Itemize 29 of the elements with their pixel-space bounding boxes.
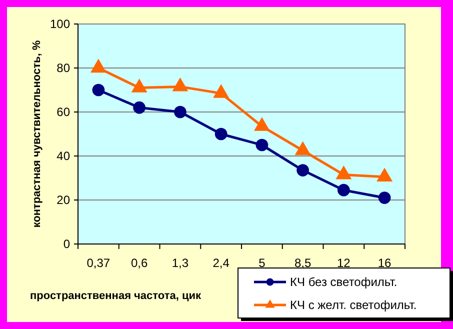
point <box>296 164 309 176</box>
x-tick-label: 2,4 <box>212 256 230 270</box>
point <box>378 192 391 204</box>
x-tick-label: 12 <box>337 256 351 270</box>
point <box>90 58 106 73</box>
y-tick-label: 0 <box>63 237 70 252</box>
point <box>213 84 230 98</box>
y-tick-label: 100 <box>50 17 70 32</box>
point <box>172 78 188 92</box>
x-tick-label: 16 <box>378 256 392 270</box>
point <box>338 184 350 196</box>
y-tick-label: 40 <box>56 149 70 164</box>
x-tick-label: 1,3 <box>172 256 189 270</box>
x-tick-label: 5 <box>258 256 266 270</box>
point <box>256 138 268 152</box>
point <box>131 78 148 92</box>
y-tick-label: 80 <box>56 61 70 76</box>
legend-label: КЧ с желт. светофильт. <box>290 298 417 312</box>
x-tick-label: 8,5 <box>294 256 312 270</box>
x-tick-label: 0,37 <box>86 256 110 270</box>
legend-label: КЧ без светофильт. <box>290 275 398 290</box>
x-tick-label: 0,6 <box>130 256 148 270</box>
point <box>294 141 311 156</box>
point <box>214 128 228 140</box>
y-tick-label: 20 <box>56 193 70 208</box>
y-tick-label: 60 <box>56 105 70 120</box>
y-axis-title: контрастная чувствительность, % <box>31 40 43 228</box>
point <box>254 117 270 131</box>
x-axis-title: пространственная частота, цик <box>30 290 202 302</box>
